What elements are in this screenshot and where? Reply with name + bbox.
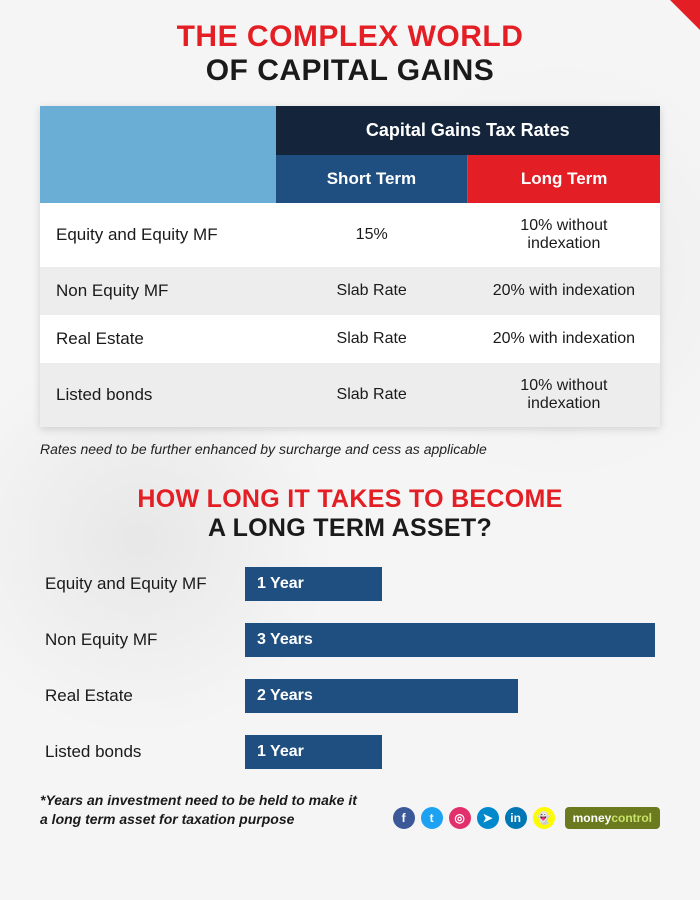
- instagram-icon[interactable]: ◎: [449, 807, 471, 829]
- linkedin-icon[interactable]: in: [505, 807, 527, 829]
- bar-label: Real Estate: [45, 686, 245, 706]
- subtitle-line1: HOW LONG IT TAKES TO BECOME: [40, 485, 660, 514]
- cell-long-term: 10% without indexation: [468, 203, 660, 267]
- tax-rates-table: Capital Gains Tax Rates Short Term Long …: [40, 106, 660, 427]
- row-label: Equity and Equity MF: [40, 203, 276, 267]
- bar-row: Non Equity MF3 Years: [45, 623, 655, 657]
- duration-bar-chart: Equity and Equity MF1 YearNon Equity MF3…: [40, 567, 660, 769]
- corner-accent: [670, 0, 700, 30]
- facebook-icon[interactable]: f: [393, 807, 415, 829]
- table-row: Equity and Equity MF15%10% without index…: [40, 203, 660, 267]
- table-header-empty: [40, 106, 276, 203]
- bar-row: Real Estate2 Years: [45, 679, 655, 713]
- title-line2: OF CAPITAL GAINS: [40, 54, 660, 88]
- cell-short-term: Slab Rate: [276, 267, 468, 315]
- table-row: Real EstateSlab Rate20% with indexation: [40, 315, 660, 363]
- table-footnote: Rates need to be further enhanced by sur…: [40, 441, 660, 457]
- bar-fill: 1 Year: [245, 735, 382, 769]
- cell-long-term: 10% without indexation: [468, 363, 660, 427]
- social-row: ft ◎ ➤ in 👻 moneycontrol: [393, 807, 660, 829]
- bar-track: 2 Years: [245, 679, 655, 713]
- table-row: Listed bondsSlab Rate10% without indexat…: [40, 363, 660, 427]
- title-line1: THE COMPLEX WORLD: [40, 20, 660, 54]
- brand-logo: moneycontrol: [565, 807, 660, 829]
- table-header-top: Capital Gains Tax Rates: [276, 106, 660, 155]
- table-row: Non Equity MFSlab Rate20% with indexatio…: [40, 267, 660, 315]
- bar-row: Listed bonds1 Year: [45, 735, 655, 769]
- table-body: Equity and Equity MF15%10% without index…: [40, 203, 660, 427]
- snapchat-icon[interactable]: 👻: [533, 807, 555, 829]
- bar-row: Equity and Equity MF1 Year: [45, 567, 655, 601]
- bar-label: Non Equity MF: [45, 630, 245, 650]
- table-header-long: Long Term: [468, 155, 660, 203]
- bar-fill: 3 Years: [245, 623, 655, 657]
- twitter-icon[interactable]: t: [421, 807, 443, 829]
- cell-short-term: Slab Rate: [276, 315, 468, 363]
- bar-fill: 1 Year: [245, 567, 382, 601]
- bar-track: 1 Year: [245, 735, 655, 769]
- row-label: Listed bonds: [40, 363, 276, 427]
- bar-track: 1 Year: [245, 567, 655, 601]
- table-header-short: Short Term: [276, 155, 468, 203]
- main-title: THE COMPLEX WORLD OF CAPITAL GAINS: [40, 20, 660, 88]
- row-label: Real Estate: [40, 315, 276, 363]
- row-label: Non Equity MF: [40, 267, 276, 315]
- bar-label: Equity and Equity MF: [45, 574, 245, 594]
- bar-label: Listed bonds: [45, 742, 245, 762]
- bars-footnote: *Years an investment need to be held to …: [40, 791, 360, 829]
- subtitle-line2: A LONG TERM ASSET?: [40, 514, 660, 543]
- bar-track: 3 Years: [245, 623, 655, 657]
- cell-short-term: 15%: [276, 203, 468, 267]
- telegram-icon[interactable]: ➤: [477, 807, 499, 829]
- cell-long-term: 20% with indexation: [468, 315, 660, 363]
- bar-fill: 2 Years: [245, 679, 518, 713]
- sub-title: HOW LONG IT TAKES TO BECOME A LONG TERM …: [40, 485, 660, 543]
- bottom-row: *Years an investment need to be held to …: [40, 791, 660, 829]
- cell-long-term: 20% with indexation: [468, 267, 660, 315]
- cell-short-term: Slab Rate: [276, 363, 468, 427]
